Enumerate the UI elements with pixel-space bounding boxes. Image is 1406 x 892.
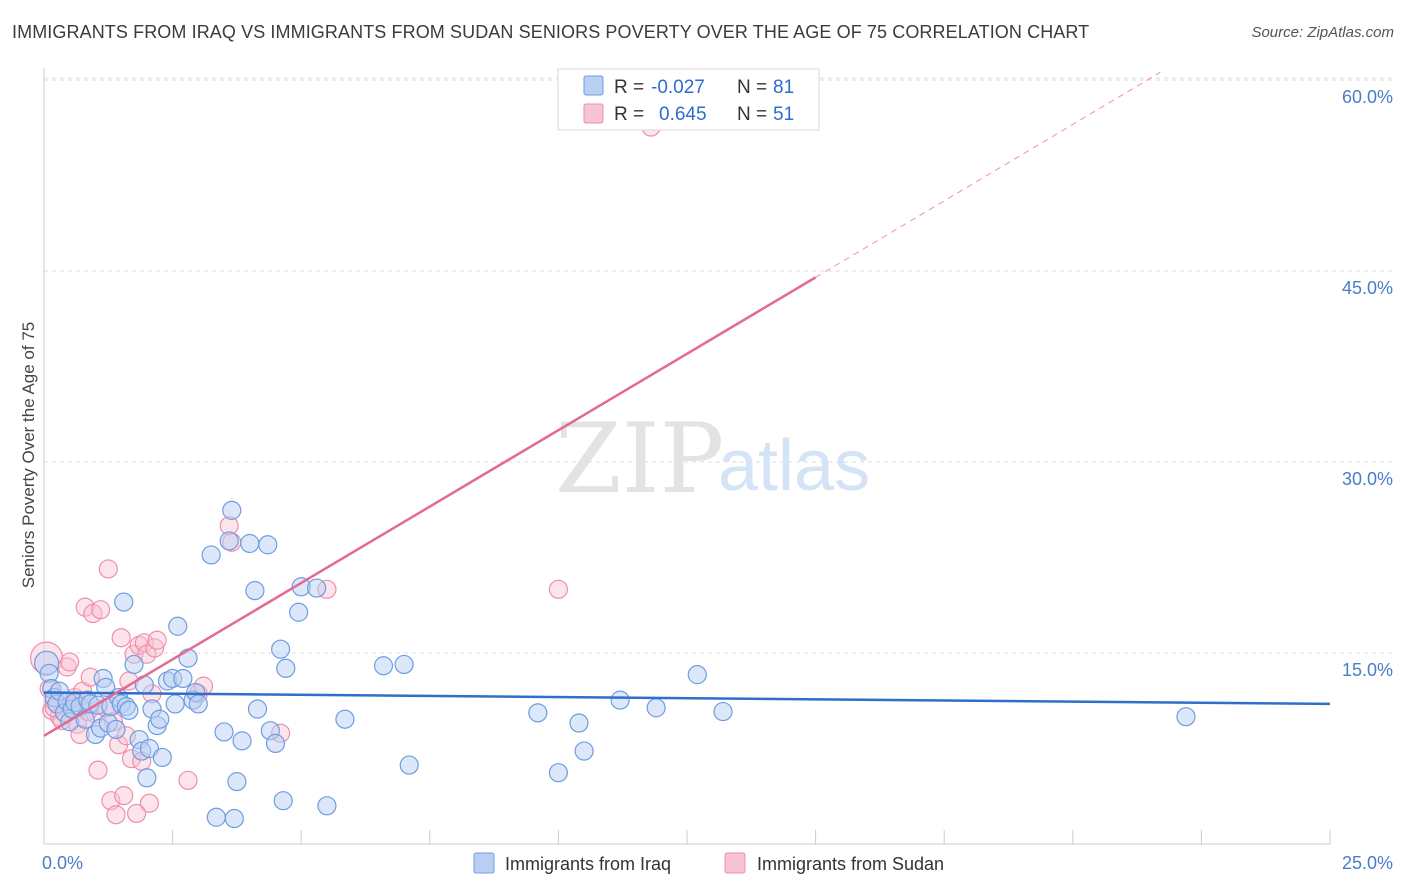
y-tick-label-3: 60.0% — [1342, 87, 1393, 107]
sudan-trend-extension — [815, 71, 1161, 278]
sudan-point — [126, 803, 147, 824]
sudan-point — [144, 638, 165, 658]
iraq-point — [273, 791, 293, 811]
iraq-point — [124, 654, 144, 675]
sudan-point — [147, 630, 167, 650]
iraq-point — [247, 699, 268, 719]
y-tick-labels: 15.0% 30.0% 45.0% 60.0% — [1342, 87, 1393, 680]
iraq-point — [271, 639, 291, 659]
iraq-point — [687, 665, 707, 685]
iraq-point — [201, 545, 221, 565]
iraq-point — [240, 533, 260, 554]
iraq-point — [569, 713, 589, 733]
iraq-point — [307, 578, 327, 598]
legend-n-label-sudan: N = — [737, 104, 767, 125]
iraq-point — [137, 768, 157, 788]
iraq-point — [188, 694, 208, 714]
iraq-point — [173, 668, 193, 689]
sudan-point — [88, 760, 108, 780]
iraq-point — [373, 656, 394, 676]
iraq-point — [222, 500, 242, 520]
iraq-point — [289, 602, 309, 622]
sudan-point — [114, 786, 134, 806]
iraq-trend-line — [43, 691, 1331, 706]
iraq-point — [232, 731, 252, 751]
legend-r-value-sudan: 0.645 — [659, 104, 707, 125]
iraq-point — [528, 703, 548, 723]
iraq-point — [168, 616, 188, 636]
series-legend-swatch-sudan — [724, 852, 746, 874]
iraq-point — [399, 755, 419, 775]
iraq-point — [206, 807, 226, 827]
sudan-point — [139, 793, 160, 813]
iraq-point — [713, 701, 733, 722]
sudan-point — [60, 652, 80, 672]
iraq-point — [214, 722, 234, 742]
iraq-point — [548, 763, 569, 783]
sudan-point — [137, 644, 157, 664]
series-legend-label-iraq: Immigrants from Iraq — [505, 854, 671, 874]
iraq-point — [224, 808, 244, 829]
series-legend: Immigrants from Iraq Immigrants from Sud… — [473, 852, 944, 874]
iraq-point — [119, 700, 139, 720]
y-tick-label-1: 30.0% — [1342, 469, 1393, 489]
legend-swatch-iraq — [583, 75, 604, 96]
legend-n-value-sudan: 51 — [773, 104, 794, 125]
iraq-point — [150, 709, 170, 729]
legend-r-label-iraq: R = — [614, 77, 644, 98]
x-tick-label-1: 25.0% — [1342, 853, 1393, 873]
y-axis-title: Seniors Poverty Over the Age of 75 — [19, 322, 38, 588]
iraq-point — [227, 772, 247, 792]
series-legend-label-sudan: Immigrants from Sudan — [757, 854, 944, 874]
y-tick-label-0: 15.0% — [1342, 660, 1393, 680]
iraq-point — [276, 658, 296, 678]
legend-n-value-iraq: 81 — [773, 77, 794, 98]
sudan-point — [548, 579, 569, 599]
legend-r-label-sudan: R = — [614, 104, 644, 125]
sudan-point — [90, 600, 111, 620]
watermark-zip: ZIP — [555, 403, 724, 515]
y-tick-label-2: 45.0% — [1342, 278, 1393, 298]
correlation-legend: R = -0.027 N = 81 R = 0.645 N = 51 — [557, 68, 820, 131]
iraq-point — [165, 694, 185, 714]
watermark: ZIP atlas — [555, 403, 870, 515]
legend-n-label-iraq: N = — [737, 77, 767, 98]
iraq-point — [265, 733, 286, 754]
iraq-point — [335, 709, 355, 729]
iraq-point — [317, 796, 337, 816]
chart-title: IMMIGRANTS FROM IRAQ VS IMMIGRANTS FROM … — [12, 22, 1090, 42]
axes — [43, 68, 1331, 845]
grid-lines — [44, 77, 1393, 654]
iraq-point — [178, 648, 198, 668]
iraq-point — [245, 581, 265, 601]
trend-lines — [43, 71, 1331, 737]
iraq-point — [152, 747, 172, 768]
iraq-point — [574, 741, 594, 761]
sudan-point — [111, 628, 131, 648]
x-tick-labels: 0.0% 25.0% — [42, 853, 1393, 873]
sudan-trend-line — [43, 276, 817, 737]
sudan-point — [178, 770, 198, 790]
legend-r-value-iraq: -0.027 — [651, 77, 705, 98]
series-legend-swatch-iraq — [473, 852, 495, 874]
iraq-point — [394, 654, 414, 675]
iraq-point — [646, 698, 666, 718]
iraq-point — [258, 535, 278, 555]
sudan-point — [106, 805, 126, 825]
iraq-point — [610, 690, 630, 710]
source-label: Source: ZipAtlas.com — [1251, 24, 1394, 41]
legend-swatch-sudan — [583, 103, 604, 124]
iraq-point — [219, 531, 239, 551]
sudan-point — [75, 597, 95, 617]
iraq-points — [33, 500, 1196, 829]
sudan-point — [98, 559, 118, 579]
watermark-atlas: atlas — [718, 426, 870, 506]
x-tick-label-0: 0.0% — [42, 853, 83, 873]
iraq-point — [1176, 707, 1196, 727]
iraq-point — [106, 719, 126, 740]
iraq-point — [114, 592, 134, 612]
